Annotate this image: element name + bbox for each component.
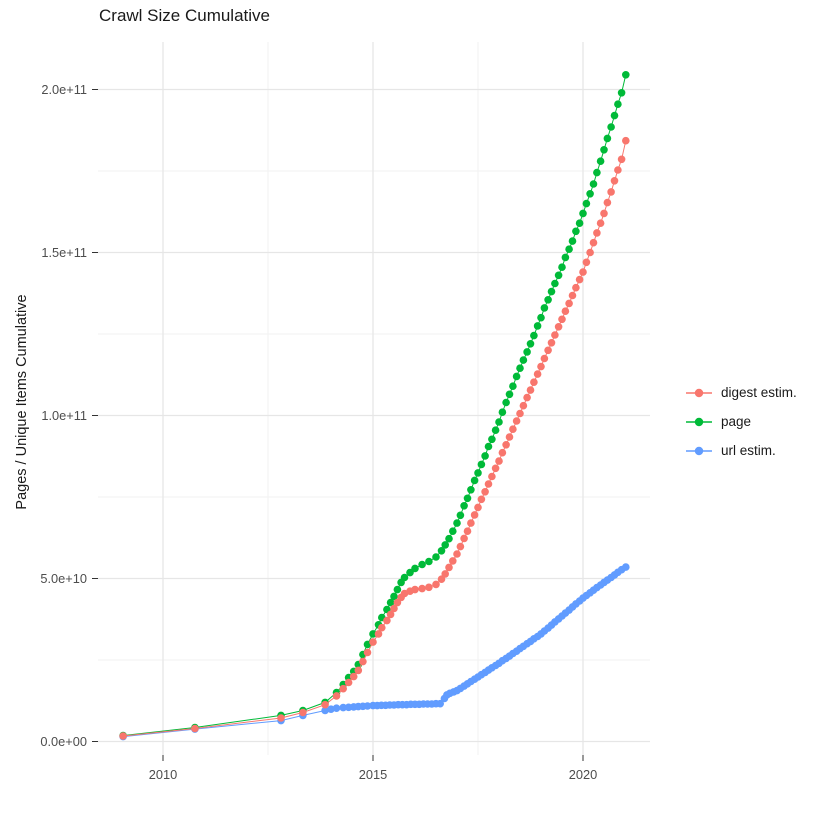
legend-item-page: page <box>684 407 797 436</box>
y-tick-label: 0.0e+00 <box>40 734 87 749</box>
x-tick-label: 2015 <box>359 767 387 782</box>
axes: 2010 2015 2020 0.0e+00 5.0e+10 1.0e+11 1.5e+11… <box>40 82 597 782</box>
y-tick-label: 1.0e+11 <box>41 408 87 423</box>
y-tick-label: 5.0e+10 <box>40 571 87 586</box>
x-tick-label: 2010 <box>149 767 177 782</box>
chart-title: Crawl Size Cumulative <box>99 6 270 25</box>
grid-major <box>98 42 650 755</box>
x-tick-label: 2020 <box>569 767 597 782</box>
legend-item-digest-estim: digest estim. <box>684 378 797 407</box>
legend: digest estim. page url estim. <box>684 378 797 465</box>
legend-key-point-icon <box>686 388 712 397</box>
legend-label: digest estim. <box>721 385 797 400</box>
grid-minor <box>98 42 650 755</box>
legend-key-point-icon <box>686 417 712 426</box>
y-tick-label: 2.0e+11 <box>41 82 87 97</box>
y-tick-label: 1.5e+11 <box>41 245 87 260</box>
legend-item-url-estim: url estim. <box>684 436 797 465</box>
legend-label: url estim. <box>721 443 776 458</box>
series-url-estim <box>119 563 630 741</box>
legend-key-point-icon <box>686 446 712 455</box>
y-axis-title: Pages / Unique Items Cumulative <box>14 294 30 510</box>
series-digest-estim <box>119 136 630 740</box>
legend-label: page <box>721 414 752 429</box>
